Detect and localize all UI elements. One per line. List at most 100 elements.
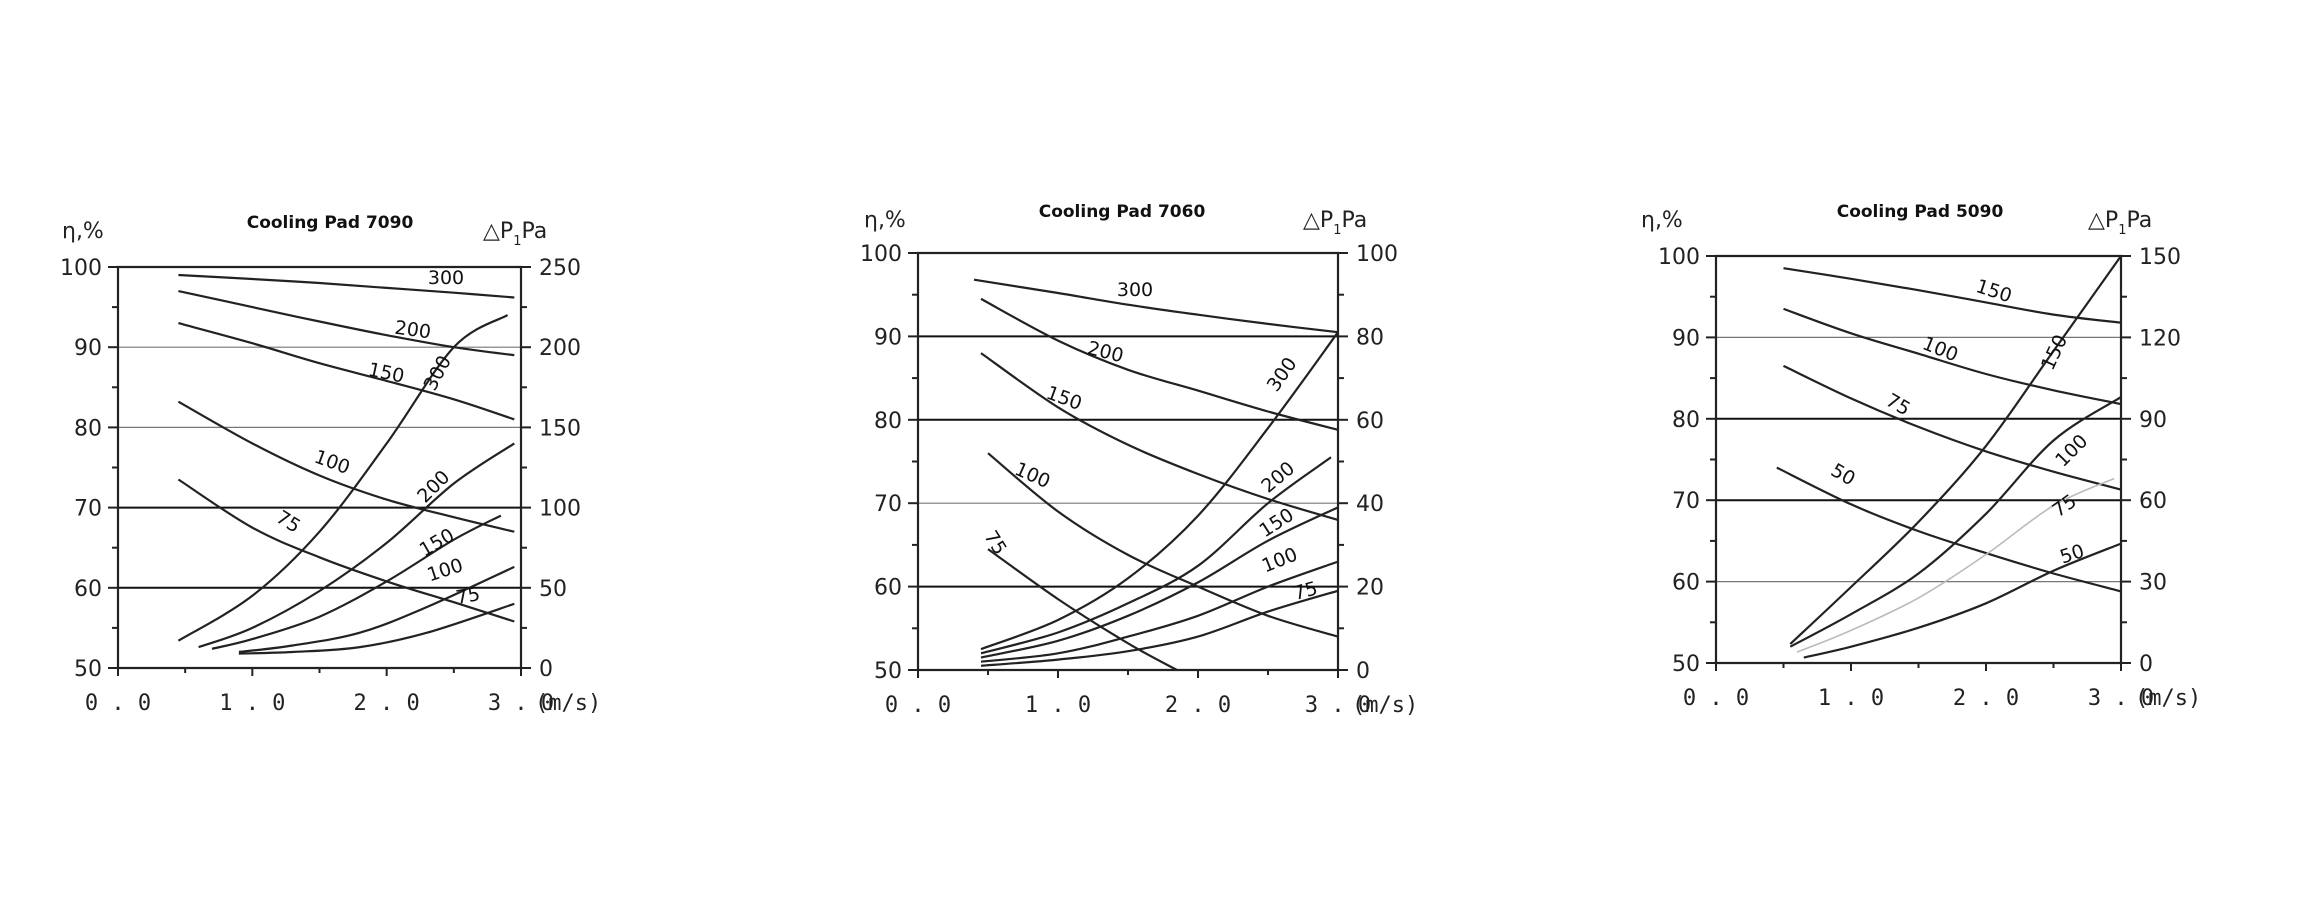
pressure-curve-75 <box>980 589 1339 667</box>
pressure-curve-100 <box>980 560 1339 663</box>
chart-title: Cooling Pad 7090 <box>247 213 414 233</box>
x-unit-label: (m/s) <box>2135 686 2201 711</box>
y2-tick-label: 150 <box>2139 245 2181 270</box>
y2-axis-label-sub: 1 <box>2118 223 2126 238</box>
curve-label: 300 <box>428 267 464 289</box>
x-tick-label: 1 . 0 <box>219 691 285 716</box>
y2-axis-label: △P1Pa <box>483 219 547 249</box>
y2-axis-label: △P1Pa <box>1303 208 1367 238</box>
efficiency-curve-300 <box>178 273 515 299</box>
y-tick-label: 100 <box>860 242 902 267</box>
efficiency-curve-75 <box>1783 364 2122 491</box>
chart-panel-1: 50 60 70 80 90 100 0 50 100 150 200 250 0 . 0 1 . 0 2 … <box>60 213 601 716</box>
curve-label: 200 <box>1257 457 1299 497</box>
y2-tick-label: 120 <box>2139 326 2181 351</box>
x-tick-label: 3 . 0 <box>488 691 554 716</box>
pressure-curve-100 <box>1789 396 2122 648</box>
y2-axis-label-sub: 1 <box>513 234 521 249</box>
y2-tick-label: 40 <box>1356 492 1384 517</box>
pressure-curve-300 <box>980 331 1339 651</box>
curve-label: 75 <box>1291 577 1320 605</box>
y2-axis-label-unit: Pa <box>2126 208 2152 233</box>
pressure-curve-150 <box>211 514 502 650</box>
pressure-curve-75 <box>1796 477 2115 653</box>
curve-label: 300 <box>1117 279 1153 301</box>
y2-tick-label: 20 <box>1356 576 1384 601</box>
x-tick-label: 0 . 0 <box>885 693 951 718</box>
y-tick-label: 100 <box>60 256 102 281</box>
efficiency-curve-75 <box>177 478 515 623</box>
curve-label: 300 <box>419 352 455 394</box>
y-tick-label: 100 <box>1658 245 1700 270</box>
pressure-curve-50 <box>1803 542 2122 659</box>
y2-tick-label: 0 <box>2139 652 2153 677</box>
y2-axis-label-unit: Pa <box>1341 208 1367 233</box>
curve-label: 75 <box>272 506 304 537</box>
y-tick-label: 60 <box>1672 571 1700 596</box>
pressure-curve-100 <box>238 565 515 654</box>
efficiency-curve-200 <box>178 290 515 357</box>
y-tick-label: 50 <box>74 657 102 682</box>
x-unit-label: (m/s) <box>535 691 601 716</box>
curve-label: 150 <box>366 359 406 388</box>
y2-axis-label-main: △P <box>1303 208 1333 233</box>
y-tick-label: 90 <box>874 325 902 350</box>
y2-axis-label-unit: Pa <box>521 219 547 244</box>
x-tick-label: 2 . 0 <box>1953 686 2019 711</box>
chart-panel-2: 50 60 70 80 90 100 0 20 40 60 80 100 0 . 0 1 . 0 2 . 0… <box>860 202 1418 718</box>
x-tick-label: 1 . 0 <box>1818 686 1884 711</box>
chart-title: Cooling Pad 7060 <box>1039 202 1206 222</box>
efficiency-curve-150 <box>178 322 515 421</box>
chart-title: Cooling Pad 5090 <box>1837 202 2004 222</box>
efficiency-curve-150 <box>980 352 1339 521</box>
efficiency-curve-150 <box>1783 267 2122 324</box>
y2-tick-label: 200 <box>539 336 581 361</box>
y-tick-label: 80 <box>74 416 102 441</box>
efficiency-curve-75 <box>987 548 1178 671</box>
x-tick-label: 1 . 0 <box>1025 693 1091 718</box>
efficiency-curve-200 <box>980 297 1339 431</box>
y2-tick-label: 100 <box>1356 242 1398 267</box>
y-tick-label: 80 <box>1672 408 1700 433</box>
curve-label: 200 <box>393 317 432 344</box>
y2-tick-label: 60 <box>1356 409 1384 434</box>
curve-label: 100 <box>1011 458 1053 493</box>
x-unit-label: (m/s) <box>1352 693 1418 718</box>
y2-axis-label-main: △P <box>483 219 513 244</box>
y-tick-label: 50 <box>874 659 902 684</box>
y-axis-label: η,% <box>1641 208 1683 233</box>
y2-tick-label: 0 <box>1356 659 1370 684</box>
y2-axis-label-sub: 1 <box>1333 223 1341 238</box>
pressure-curve-150 <box>1789 255 2122 645</box>
pressure-curve-200 <box>980 456 1332 655</box>
y-tick-label: 90 <box>74 336 102 361</box>
plot-frame <box>916 251 1340 672</box>
y2-tick-label: 100 <box>539 497 581 522</box>
pressure-curve-75 <box>238 602 515 655</box>
y-axis-label: η,% <box>62 219 104 244</box>
curve-label: 50 <box>2057 540 2087 568</box>
y-tick-label: 70 <box>874 492 902 517</box>
curve-label: 150 <box>1973 275 2014 307</box>
y2-tick-label: 80 <box>1356 325 1384 350</box>
y2-tick-label: 0 <box>539 657 553 682</box>
curve-label: 200 <box>413 466 454 507</box>
y2-tick-label: 250 <box>539 256 581 281</box>
y2-axis-label: △P1Pa <box>2088 208 2152 238</box>
pressure-curve-150 <box>980 506 1339 659</box>
y-tick-label: 70 <box>74 497 102 522</box>
efficiency-curve-100 <box>1783 307 2122 406</box>
curve-label: 75 <box>1882 389 1914 420</box>
curve-label: 100 <box>1259 543 1301 577</box>
efficiency-curve-100 <box>177 400 515 533</box>
y-tick-label: 60 <box>74 577 102 602</box>
curve-label: 50 <box>1827 459 1859 490</box>
x-tick-label: 0 . 0 <box>1683 686 1749 711</box>
x-tick-label: 3 . 0 <box>2088 686 2154 711</box>
efficiency-curve-300 <box>973 278 1339 334</box>
y-tick-label: 90 <box>1672 326 1700 351</box>
x-tick-label: 2 . 0 <box>354 691 420 716</box>
